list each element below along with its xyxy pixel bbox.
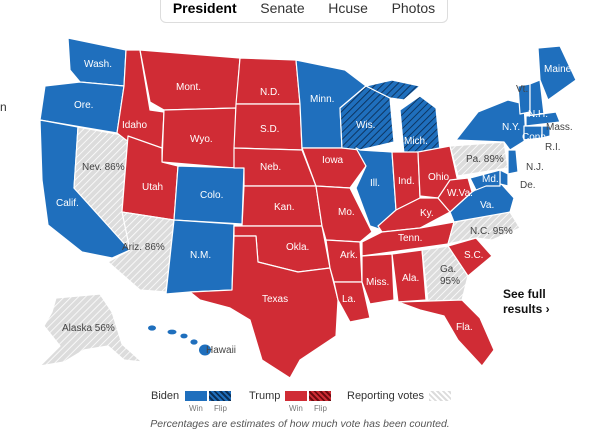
state-nd[interactable]: [235, 57, 301, 105]
state-wyo[interactable]: [161, 107, 237, 169]
tab-photos[interactable]: Photos: [391, 0, 436, 16]
state-kan[interactable]: [241, 185, 323, 227]
state-nm[interactable]: [165, 219, 235, 295]
legend-trump-flip-swatch: [309, 391, 331, 401]
legend-trump-flip-label: Flip: [314, 404, 327, 413]
state-mont[interactable]: [139, 49, 241, 111]
state-la[interactable]: [333, 281, 371, 323]
state-ala[interactable]: [391, 249, 427, 303]
race-tabs: President Senate Hcuse Photos: [160, 0, 448, 23]
state-maine[interactable]: [537, 45, 577, 101]
state-fla[interactable]: [397, 299, 495, 367]
state-vt[interactable]: [517, 83, 531, 115]
see-full-line2: results ›: [503, 302, 550, 316]
footnote: Percentages are estimates of how much vo…: [150, 418, 450, 430]
tab-house[interactable]: Hcuse: [328, 0, 368, 16]
legend-biden-label: Biden: [151, 390, 180, 402]
state-sd[interactable]: [233, 103, 303, 151]
legend-biden-flip-swatch: [209, 391, 231, 401]
label-nj: N.J.: [526, 162, 544, 173]
state-colo[interactable]: [173, 165, 245, 225]
state-md[interactable]: [469, 169, 501, 191]
legend-biden-flip-label: Flip: [214, 404, 227, 413]
state-wva[interactable]: [437, 177, 473, 213]
state-nj[interactable]: [507, 149, 519, 175]
tab-president[interactable]: President: [172, 0, 237, 16]
legend-biden-win-label: Win: [189, 404, 203, 413]
label-del: De.: [520, 180, 536, 191]
state-mich-up[interactable]: [365, 79, 421, 101]
tab-senate[interactable]: Senate: [260, 0, 305, 16]
label-ri: R.I.: [545, 142, 561, 153]
state-mich[interactable]: [399, 95, 441, 155]
legend-reporting-label: Reporting votes: [347, 390, 425, 402]
legend-trump-win-label: Win: [289, 404, 303, 413]
clipped-edge-text: n: [0, 100, 7, 114]
state-mass[interactable]: [525, 111, 561, 127]
legend-trump-label: Trump: [249, 390, 281, 402]
state-alaska[interactable]: [39, 293, 143, 367]
legend: Biden Win Flip Trump Win Flip Reporting …: [145, 388, 465, 418]
see-full-line1: See full: [503, 287, 546, 301]
state-sc[interactable]: [447, 237, 493, 277]
state-del[interactable]: [499, 169, 509, 187]
state-conn[interactable]: [523, 125, 543, 141]
state-ri[interactable]: [541, 125, 551, 139]
legend-reporting-swatch: [429, 391, 451, 401]
see-full-results-link[interactable]: See full results ›: [503, 287, 550, 317]
legend-biden-win-swatch: [185, 391, 207, 401]
state-ga[interactable]: [421, 245, 469, 303]
state-wash[interactable]: [67, 37, 127, 87]
state-hawaii[interactable]: [148, 325, 211, 356]
state-texas[interactable]: [189, 235, 339, 379]
state-ny[interactable]: [455, 99, 527, 151]
legend-trump-win-swatch: [285, 391, 307, 401]
state-miss[interactable]: [361, 253, 395, 305]
